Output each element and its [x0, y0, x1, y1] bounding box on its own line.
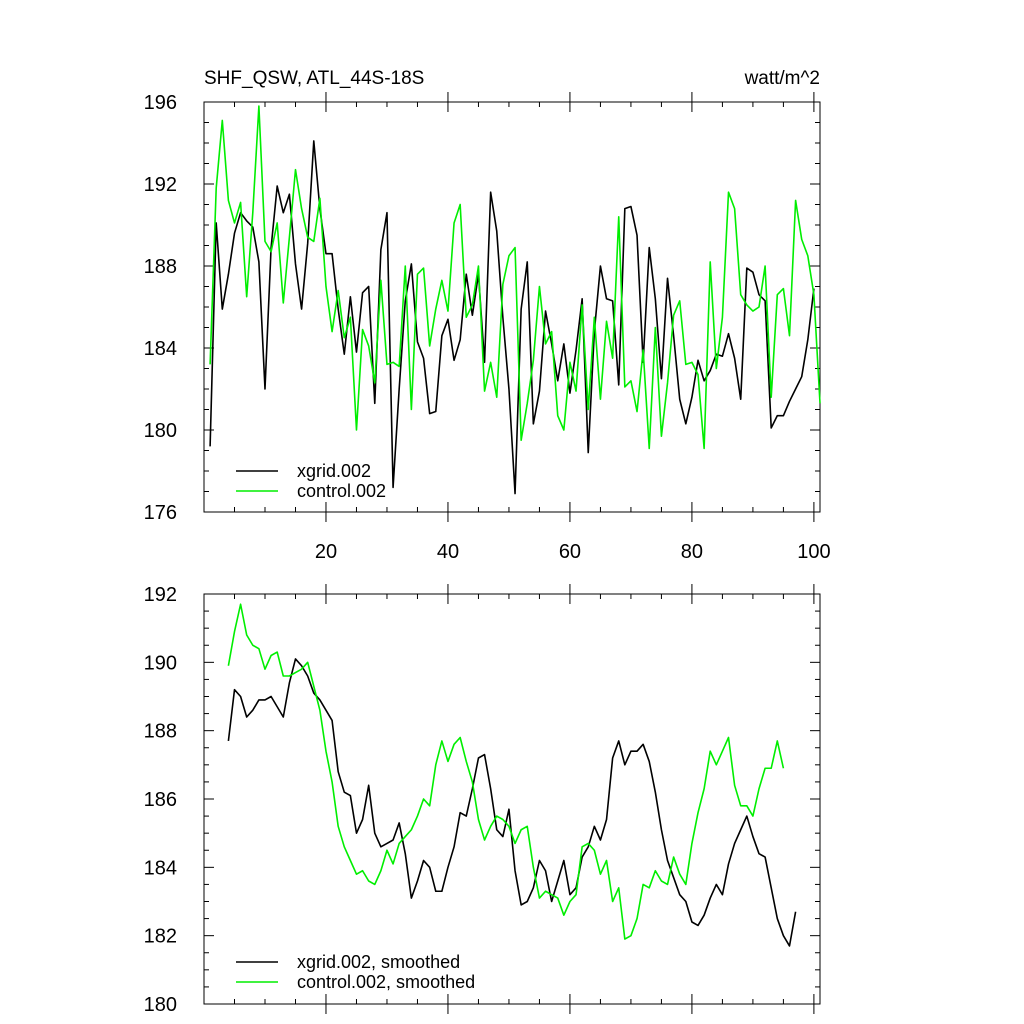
series-lines: [227, 603, 797, 947]
y-tick-label: 180: [144, 420, 177, 442]
y-tick-label: 184: [144, 857, 177, 879]
y-tick-label: 184: [144, 338, 177, 360]
y-tick-label: 188: [144, 256, 177, 278]
legend-label-xgrid: xgrid.002: [297, 461, 371, 481]
series-line-xgrid-002-smoothed: [227, 658, 797, 947]
raw-timeseries-panel: SHF_QSW, ATL_44S-18S watt/m^2 1761801841…: [144, 68, 831, 563]
axis-ticks: 180 182 184 186 188 190 192: [144, 584, 820, 1016]
series-line-control-002-smoothed: [227, 603, 785, 940]
smoothed-timeseries-panel: 180 182 184 186 188 190 192 xgrid.002, smoothe…: [144, 584, 821, 1016]
y-tick-label: 192: [144, 584, 177, 606]
x-tick-label: 40: [437, 541, 459, 563]
legend-label-control-smoothed: control.002, smoothed: [297, 972, 475, 992]
y-tick-label: 196: [144, 92, 177, 114]
x-tick-label: 100: [797, 541, 830, 563]
y-tick-label: 182: [144, 926, 177, 948]
units-label: watt/m^2: [744, 68, 820, 89]
legend: xgrid.002 control.002: [236, 461, 386, 501]
x-tick-label: 20: [315, 541, 337, 563]
plot-frame: [203, 593, 821, 1005]
legend-label-control: control.002: [297, 481, 386, 501]
x-tick-label: 80: [681, 541, 703, 563]
y-tick-label: 188: [144, 721, 177, 743]
axis-ticks: 176 180 184 188 192 196 20 40 60 80 100: [144, 92, 831, 563]
y-tick-label: 192: [144, 174, 177, 196]
chart-title: SHF_QSW, ATL_44S-18S: [204, 68, 424, 89]
legend-label-xgrid-smoothed: xgrid.002, smoothed: [297, 952, 460, 972]
legend: xgrid.002, smoothed control.002, smoothe…: [236, 952, 475, 992]
series-lines: [209, 105, 821, 495]
series-line-xgrid-002: [209, 140, 815, 495]
y-tick-label: 190: [144, 652, 177, 674]
x-tick-label: 60: [559, 541, 581, 563]
series-line-control-002: [209, 105, 821, 450]
y-tick-label: 176: [144, 502, 177, 524]
y-tick-label: 180: [144, 994, 177, 1016]
y-tick-label: 186: [144, 789, 177, 811]
